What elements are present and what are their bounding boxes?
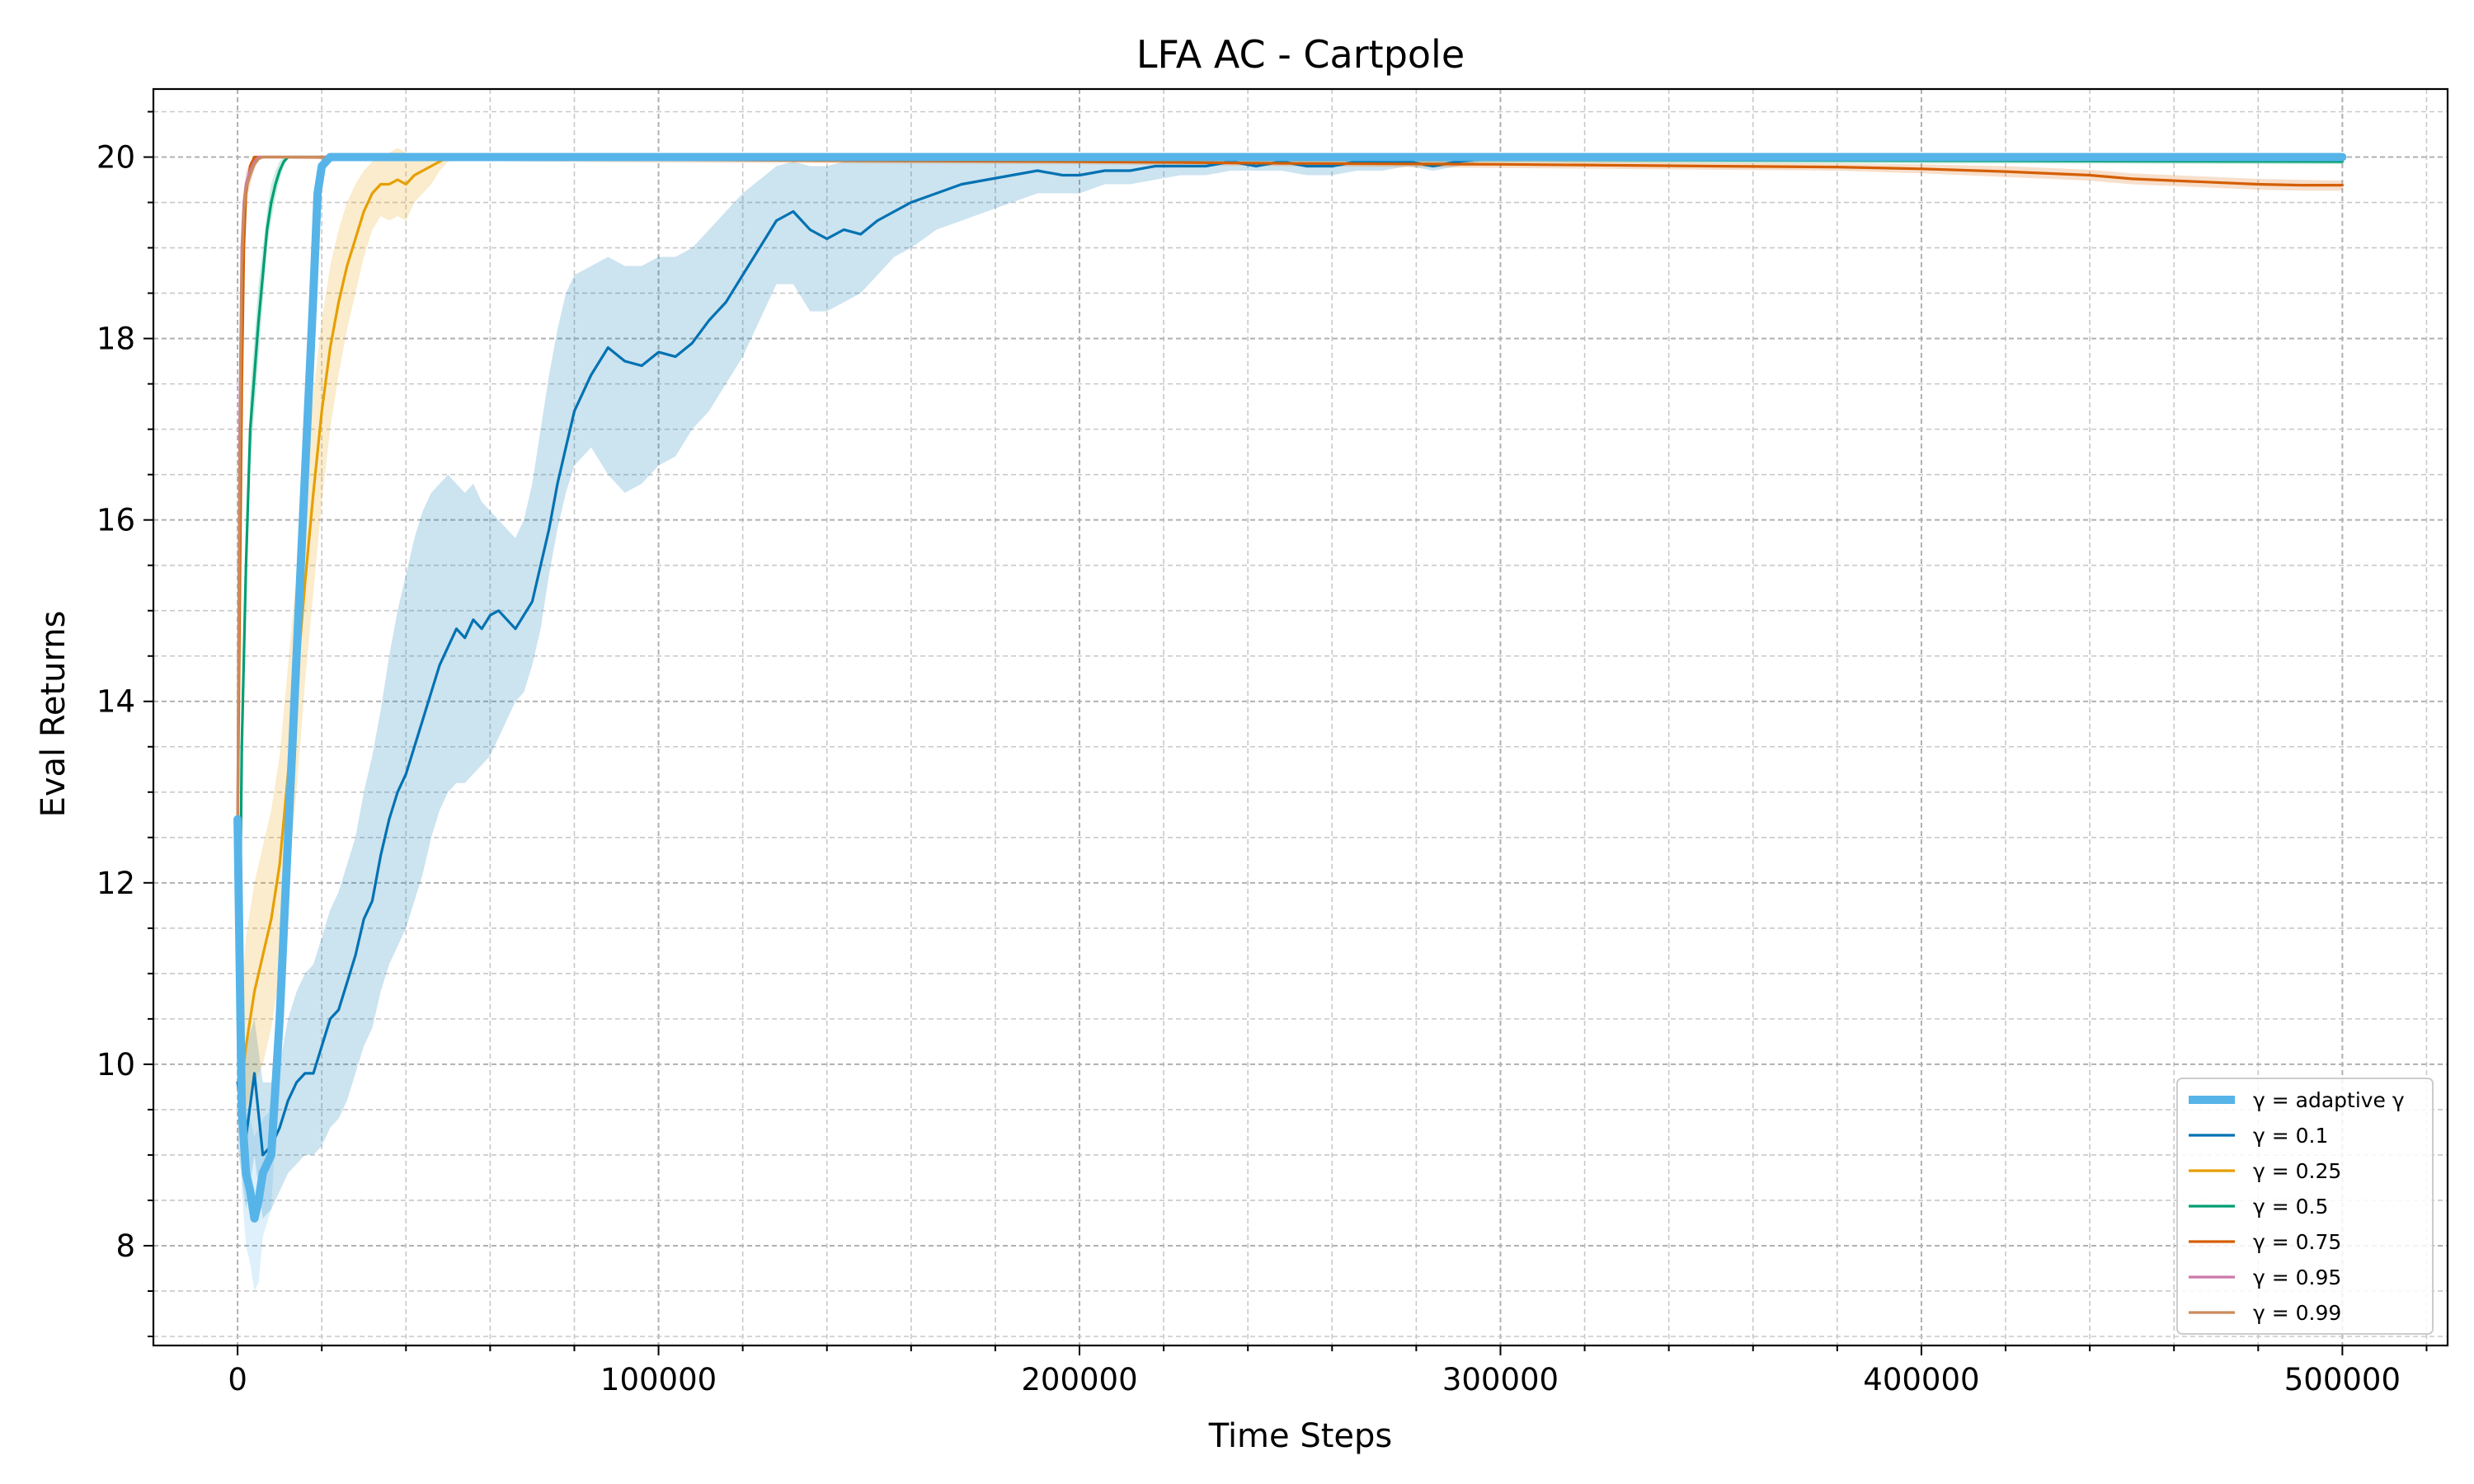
legend-label: γ = 0.5 <box>2253 1195 2328 1219</box>
x-tick-label: 200000 <box>1021 1362 1137 1397</box>
y-axis-label: Eval Returns <box>35 611 73 818</box>
y-tick-label: 18 <box>96 322 135 357</box>
grid <box>153 89 2448 1345</box>
legend-label: γ = 0.95 <box>2253 1266 2341 1289</box>
series-line <box>233 153 2347 1223</box>
x-tick-label: 300000 <box>1442 1362 1559 1397</box>
legend: γ = adaptive γ γ = 0.1 γ = 0.25 γ = 0.5 γ = … <box>2176 1078 2434 1335</box>
legend-label: γ = 0.75 <box>2253 1230 2341 1254</box>
x-axis-label: Time Steps <box>1208 1417 1393 1455</box>
x-tick-label: 100000 <box>600 1362 717 1397</box>
series-lines <box>233 153 2347 1223</box>
y-tick-label: 16 <box>96 503 135 538</box>
x-tick-label: 400000 <box>1863 1362 1979 1397</box>
x-tick-label: 0 <box>228 1362 247 1397</box>
chart-title: LFA AC - Cartpole <box>1136 32 1465 77</box>
plot-frame <box>152 87 2449 1347</box>
y-tick-label: 12 <box>96 866 135 901</box>
legend-label: γ = 0.25 <box>2253 1159 2341 1183</box>
legend-box <box>2176 1078 2434 1335</box>
legend-label: γ = 0.1 <box>2253 1124 2328 1148</box>
legend-label: γ = 0.99 <box>2253 1301 2341 1325</box>
x-tick-label: 500000 <box>2284 1362 2401 1397</box>
axis-ticks: 0 100000 200000 300000 400000 500000 8 10 12 14 16… <box>96 110 2428 1397</box>
y-tick-label: 20 <box>96 140 135 176</box>
y-tick-label: 8 <box>115 1228 135 1264</box>
y-tick-label: 10 <box>96 1047 135 1082</box>
legend-label: γ = adaptive γ <box>2253 1088 2405 1112</box>
y-tick-label: 14 <box>96 684 135 720</box>
